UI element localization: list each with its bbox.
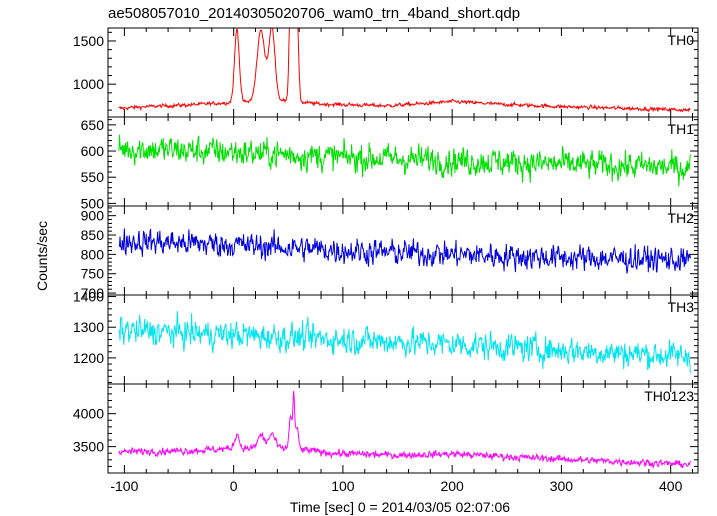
y-tick-label: 3500 — [73, 439, 104, 455]
panel-label: TH2 — [668, 210, 695, 226]
panel-th1: 500 550 600 650 TH1 — [81, 116, 699, 211]
x-tick-label: 100 — [331, 478, 355, 494]
chart-title: ae508057010_20140305020706_wam0_trn_4ban… — [108, 5, 520, 22]
y-tick-label: 850 — [81, 227, 105, 243]
y-axis-title: Counts/sec — [34, 221, 50, 291]
panel-label: TH3 — [668, 299, 695, 315]
y-tick-label: 1300 — [73, 319, 104, 335]
y-tick-label: 600 — [81, 143, 105, 159]
y-tick-label: 1500 — [73, 33, 104, 49]
x-tick-label: 400 — [659, 478, 683, 494]
panel-th0123: 3500 4000 TH0123 — [73, 383, 699, 474]
y-tick-label: 900 — [81, 208, 105, 224]
series-line-th1 — [118, 134, 691, 187]
series-line-th2 — [118, 228, 691, 274]
series-line-th0 — [118, 28, 691, 113]
series-line-th0123 — [118, 390, 691, 470]
panel-frame — [107, 27, 699, 118]
series-line-th3 — [118, 311, 691, 374]
y-tick-label: 4000 — [73, 406, 104, 422]
y-tick-label: 1200 — [73, 350, 104, 366]
x-tick-label: 200 — [440, 478, 464, 494]
panel-frame — [107, 383, 699, 474]
y-tick-label: 800 — [81, 246, 105, 262]
panel-label: TH0 — [668, 32, 695, 48]
y-tick-label: 750 — [81, 266, 105, 282]
panel-label: TH0123 — [644, 388, 694, 404]
x-tick-label: 300 — [550, 478, 574, 494]
y-tick-label: 1400 — [73, 289, 104, 305]
panel-frame — [107, 294, 699, 385]
panel-th3: 1200 1300 1400 TH3 — [73, 289, 699, 385]
y-tick-label: 650 — [81, 117, 105, 133]
x-tick-label: 0 — [230, 478, 238, 494]
panel-th2: 700 750 800 850 900 TH2 — [81, 205, 699, 301]
y-tick-label: 1000 — [73, 76, 104, 92]
y-tick-label: 700 — [81, 285, 105, 301]
x-axis-title: Time [sec] 0 = 2014/03/05 02:07:06 — [290, 499, 510, 515]
x-tick-label: -100 — [110, 478, 138, 494]
y-tick-label: 500 — [81, 195, 105, 211]
y-tick-label: 550 — [81, 169, 105, 185]
panel-label: TH1 — [668, 121, 695, 137]
